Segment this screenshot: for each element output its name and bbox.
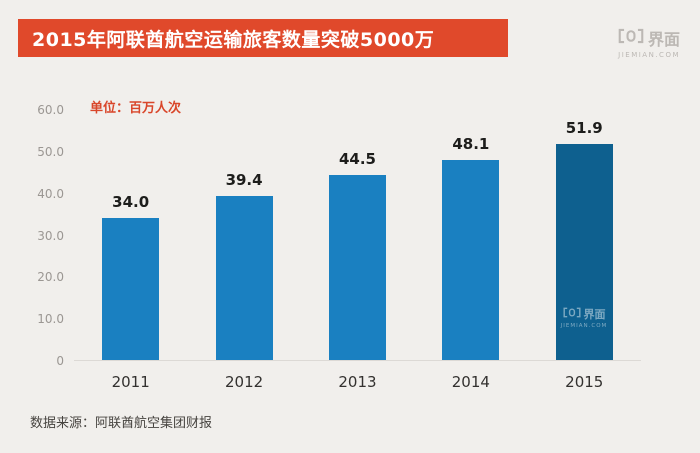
bar-2013 [328, 174, 386, 360]
title-banner: 2015年阿联酋航空运输旅客数量突破5000万 [18, 19, 508, 57]
x-axis-label: 2015 [565, 373, 604, 391]
bar-value-label: 48.1 [452, 134, 490, 153]
y-axis-label: 10.0 [37, 312, 64, 327]
y-axis-label: 0 [56, 354, 64, 368]
x-axis-label: 2014 [451, 373, 490, 391]
bar-value-label: 51.9 [565, 118, 603, 137]
plot-area: 34.0 2011 39.4 2012 44.5 2013 48.1 2014 51.9 2015 [74, 110, 641, 391]
bar-value-label: 39.4 [225, 170, 263, 189]
bar-2011 [102, 218, 160, 360]
brand-logo-row: 界面 [618, 26, 680, 50]
bars-container: 34.0 2011 39.4 2012 44.5 2013 48.1 2014 51.9 2015 [74, 110, 641, 391]
chart-title: 2015年阿联酋航空运输旅客数量突破5000万 [32, 28, 435, 51]
y-axis-label: 60.0 [37, 103, 64, 117]
jiemian-logo-icon [618, 28, 644, 48]
y-axis-label: 30.0 [37, 228, 64, 243]
bar-group-2015: 51.9 2015 [528, 110, 641, 391]
bar-group-2014: 48.1 2014 [414, 110, 527, 391]
y-axis-label: 20.0 [37, 270, 64, 285]
bar-value-label: 44.5 [338, 149, 376, 168]
bar-2015 [555, 143, 613, 360]
bar-2014 [442, 159, 500, 360]
brand-name: 界面 [647, 30, 680, 49]
brand-domain: JIEMIAN.COM [618, 51, 680, 59]
bar-value-label: 34.0 [112, 193, 150, 212]
bar-group-2013: 44.5 2013 [301, 110, 414, 391]
brand-logo: 界面 JIEMIAN.COM [618, 26, 680, 59]
x-axis-label: 2012 [224, 373, 264, 391]
bar-group-2011: 34.0 2011 [74, 110, 187, 391]
y-axis: 60.0 50.0 40.0 30.0 20.0 10.0 0 [0, 103, 64, 368]
bar-group-2012: 39.4 2012 [188, 110, 301, 391]
bar-2012 [215, 195, 273, 360]
unit-label: 单位：百万人次 [90, 101, 182, 116]
x-axis-label: 2013 [338, 373, 377, 391]
x-axis-label: 2011 [111, 373, 150, 391]
y-axis-label: 50.0 [37, 144, 64, 159]
y-axis-label: 40.0 [37, 186, 64, 201]
source-note: 数据来源：阿联酋航空集团财报 [30, 416, 213, 431]
